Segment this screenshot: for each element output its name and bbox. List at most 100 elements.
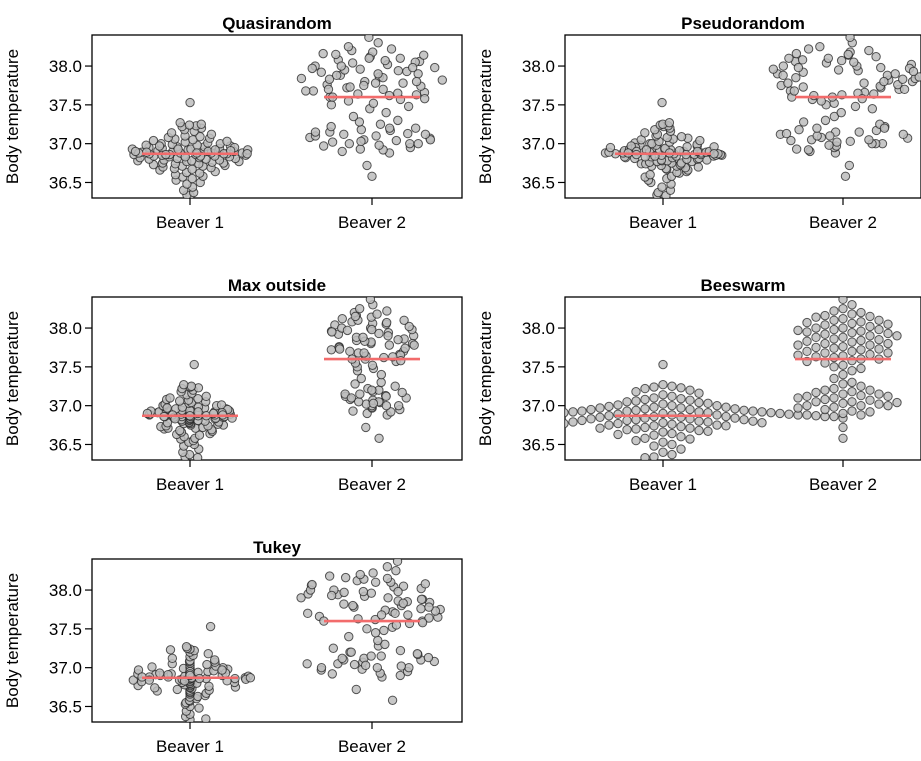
data-point [820, 348, 830, 358]
data-point [811, 312, 821, 322]
data-point [838, 314, 848, 324]
data-point [351, 684, 361, 695]
data-point [778, 61, 789, 71]
data-point [847, 355, 857, 366]
data-point [372, 309, 382, 319]
x-tick-label: Beaver 2 [338, 213, 406, 232]
data-point [366, 588, 377, 598]
data-point [793, 340, 803, 350]
data-point [682, 142, 692, 152]
data-point [833, 65, 844, 75]
data-point [811, 387, 821, 398]
panel-beeswarm: Beeswarm 36.5 37.0 37.5 38.0 Body temperature… [476, 276, 921, 494]
data-point [384, 340, 395, 350]
data-point [350, 379, 360, 389]
data-point [883, 400, 893, 411]
data-point [162, 403, 172, 413]
data-point [417, 617, 428, 628]
data-point [362, 160, 372, 171]
data-point [356, 136, 366, 147]
data-point [712, 420, 722, 430]
data-point [364, 35, 374, 43]
data-point [802, 317, 812, 328]
data-point [568, 407, 578, 417]
data-point [355, 64, 365, 74]
data-point [141, 147, 152, 157]
data-point [622, 425, 632, 435]
data-point [206, 129, 217, 140]
data-point [865, 385, 875, 395]
data-point [379, 352, 389, 363]
data-point [874, 334, 884, 345]
data-point [658, 359, 668, 370]
data-point [380, 55, 390, 66]
data-point [577, 406, 587, 416]
data-point [631, 387, 641, 397]
data-point [794, 125, 804, 135]
x-tick-label: Beaver 1 [156, 475, 224, 494]
data-point [148, 135, 159, 146]
data-point [847, 406, 857, 416]
y-tick-label: 36.5 [522, 435, 555, 454]
points-layer [142, 297, 420, 460]
data-point [640, 383, 650, 394]
data-point [829, 334, 839, 344]
data-point [658, 399, 668, 409]
data-point [398, 598, 408, 608]
data-point [595, 412, 605, 423]
data-point [838, 360, 848, 370]
data-point [676, 421, 686, 432]
panel-title: Beeswarm [700, 276, 785, 295]
data-point [327, 137, 338, 147]
data-point [802, 346, 812, 357]
data-point [847, 387, 857, 397]
data-point [838, 389, 848, 399]
data-point [649, 393, 659, 403]
data-point [847, 346, 857, 357]
data-point [413, 138, 423, 149]
data-point [362, 624, 372, 634]
y-tick-label: 37.0 [49, 135, 82, 154]
points-layer [565, 297, 902, 460]
data-point [344, 631, 354, 642]
data-point [781, 128, 792, 139]
data-point [167, 653, 178, 664]
data-point [667, 381, 677, 391]
data-point [874, 389, 884, 399]
y-axis-label: Body temperature [3, 311, 22, 446]
data-point [185, 97, 195, 108]
data-point [784, 409, 794, 419]
data-point [586, 404, 596, 415]
data-point [768, 64, 779, 74]
data-point [622, 406, 632, 416]
y-axis-label: Body temperature [476, 49, 495, 184]
data-point [812, 131, 822, 141]
data-point [595, 423, 605, 433]
data-point [820, 329, 830, 339]
data-point [364, 53, 374, 63]
data-point [201, 714, 211, 722]
data-point [793, 325, 803, 336]
data-point [379, 625, 389, 636]
data-point [793, 393, 803, 403]
data-point [424, 602, 434, 612]
data-point [382, 573, 393, 584]
data-point [829, 411, 839, 422]
data-point [392, 559, 403, 567]
data-point [864, 135, 874, 145]
data-point [359, 348, 369, 358]
data-point [323, 84, 334, 95]
data-point [865, 321, 875, 332]
data-point [856, 363, 866, 374]
x-tick-label: Beaver 1 [629, 475, 697, 494]
data-point [631, 405, 641, 416]
data-point [676, 403, 686, 413]
data-point [694, 425, 704, 436]
data-point [793, 403, 803, 413]
data-point [196, 119, 206, 129]
plot-frame [91, 558, 463, 723]
data-point [809, 90, 819, 101]
data-point [376, 651, 386, 661]
x-tick-label: Beaver 2 [809, 475, 877, 494]
